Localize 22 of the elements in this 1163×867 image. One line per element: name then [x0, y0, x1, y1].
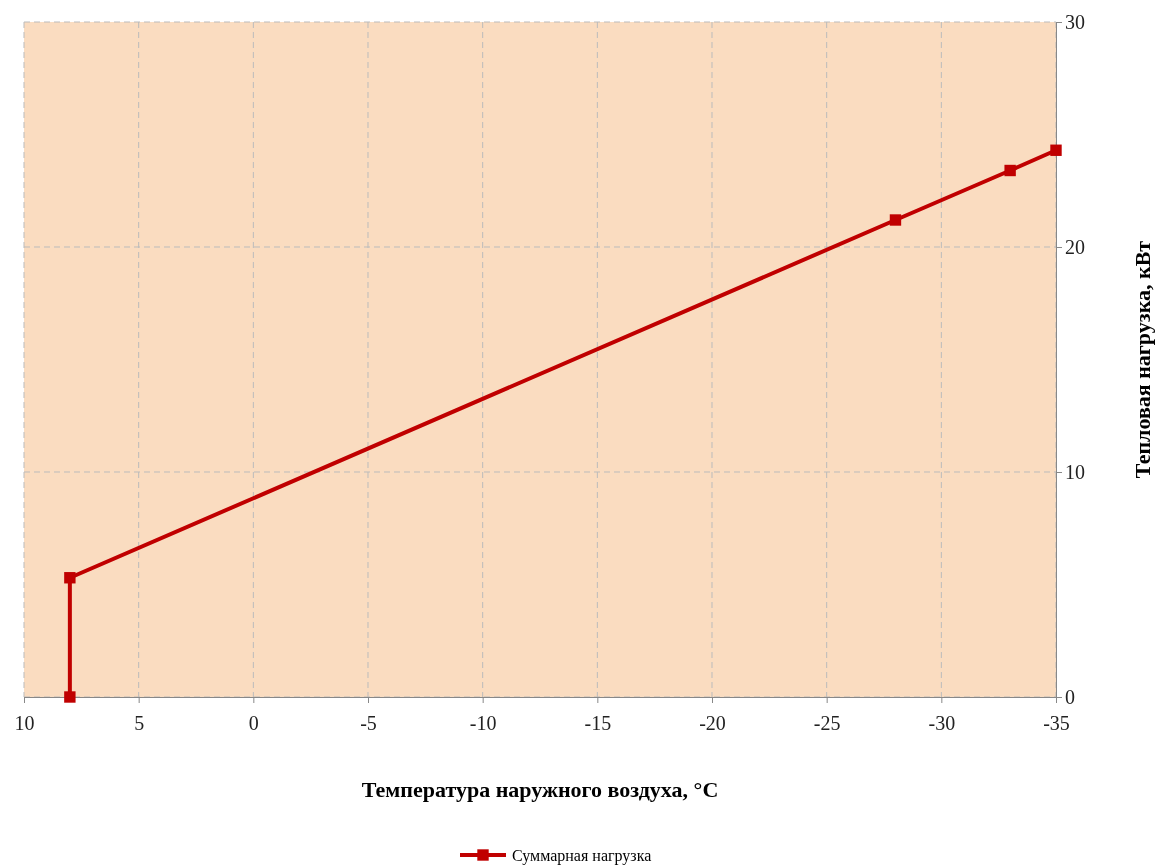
x-tick-label: -35 — [1043, 712, 1070, 734]
x-axis-title: Температура наружного воздуха, °С — [361, 777, 719, 802]
y-tick-label: 30 — [1065, 10, 1085, 33]
point — [1050, 144, 1062, 156]
x-tick-label: 10 — [14, 712, 35, 734]
x-tick-label: -15 — [584, 712, 612, 734]
point — [64, 691, 76, 703]
y-tick-label: 0 — [1065, 685, 1075, 708]
legend-label: Суммарная нагрузка — [512, 847, 652, 865]
x-tick-label: -25 — [813, 712, 841, 734]
point — [889, 214, 902, 226]
x-tick-label: 5 — [134, 712, 145, 734]
y-axis-title: Тепловая нагрузка, кВт — [1130, 240, 1155, 479]
x-tick-label: -20 — [699, 712, 726, 734]
y-tick-label: 20 — [1065, 235, 1085, 258]
point — [64, 572, 76, 584]
x-tick-label: -5 — [360, 712, 377, 734]
x-tick-label: 0 — [248, 712, 259, 734]
point — [1004, 164, 1016, 177]
x-tick-label: -10 — [469, 712, 497, 734]
y-tick-label: 10 — [1065, 460, 1085, 483]
x-tick-label: -30 — [928, 712, 956, 734]
